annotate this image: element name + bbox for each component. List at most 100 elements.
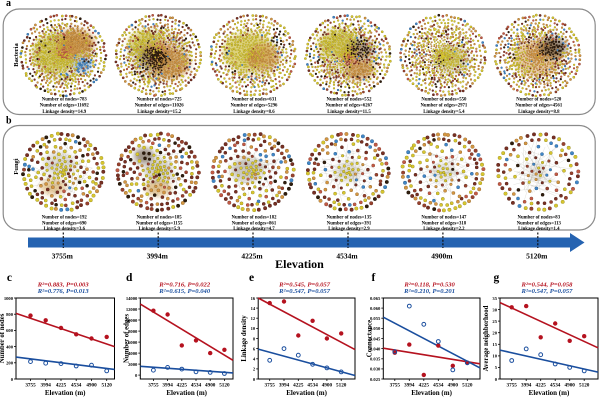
svg-text:b: b bbox=[6, 116, 12, 127]
svg-text:Number of edges=113: Number of edges=113 bbox=[517, 221, 562, 226]
svg-text:Number of nodes=783: Number of nodes=783 bbox=[42, 97, 88, 102]
svg-text:4225: 4225 bbox=[56, 382, 67, 388]
svg-text:10: 10 bbox=[492, 354, 497, 359]
svg-text:10: 10 bbox=[251, 326, 256, 331]
svg-text:4534: 4534 bbox=[191, 382, 202, 388]
svg-text:4900: 4900 bbox=[86, 382, 97, 388]
svg-text:3755: 3755 bbox=[390, 382, 401, 388]
svg-text:Number of edges=391: Number of edges=391 bbox=[327, 221, 372, 226]
svg-text:12000: 12000 bbox=[126, 307, 138, 312]
svg-text:Number of nodes=725: Number of nodes=725 bbox=[137, 97, 183, 102]
svg-text:e: e bbox=[249, 272, 254, 284]
svg-text:0.040: 0.040 bbox=[370, 346, 381, 351]
svg-text:Number of edges=2971: Number of edges=2971 bbox=[420, 104, 467, 109]
svg-text:R²=0.547, P=0.057: R²=0.547, P=0.057 bbox=[278, 288, 331, 295]
svg-text:Elevation (m): Elevation (m) bbox=[45, 389, 86, 397]
svg-text:Number of nodes=192: Number of nodes=192 bbox=[42, 215, 88, 220]
svg-text:Linkage density=2.9: Linkage density=2.9 bbox=[328, 227, 370, 232]
svg-text:0: 0 bbox=[253, 377, 256, 382]
svg-text:4534: 4534 bbox=[433, 382, 444, 388]
svg-text:Fungi: Fungi bbox=[13, 158, 20, 174]
svg-text:5120m: 5120m bbox=[526, 252, 548, 261]
svg-text:a: a bbox=[6, 0, 11, 9]
svg-text:Number of edges=690: Number of edges=690 bbox=[42, 221, 87, 226]
svg-text:3755m: 3755m bbox=[52, 252, 74, 261]
svg-text:Linkage density=5.9: Linkage density=5.9 bbox=[139, 227, 181, 232]
svg-text:Linkage density=1.4: Linkage density=1.4 bbox=[518, 227, 560, 232]
svg-text:3994: 3994 bbox=[41, 382, 52, 388]
svg-text:Number of edges: Number of edges bbox=[123, 314, 130, 363]
svg-text:16: 16 bbox=[251, 296, 256, 301]
svg-text:400: 400 bbox=[6, 344, 14, 349]
svg-text:Number of edges=11026: Number of edges=11026 bbox=[135, 104, 185, 109]
svg-text:Elevation (m): Elevation (m) bbox=[411, 389, 452, 397]
svg-text:3755: 3755 bbox=[265, 382, 276, 388]
svg-text:Average neighborhood: Average neighborhood bbox=[483, 305, 490, 371]
svg-text:5120: 5120 bbox=[336, 382, 347, 388]
svg-text:Linkage density=8.8: Linkage density=8.8 bbox=[518, 110, 560, 115]
svg-text:3755: 3755 bbox=[507, 382, 518, 388]
svg-text:3994m: 3994m bbox=[147, 252, 169, 261]
svg-text:Linkage density=15.2: Linkage density=15.2 bbox=[137, 110, 181, 115]
svg-text:R²=0.118, P=0.530: R²=0.118, P=0.530 bbox=[403, 281, 455, 288]
svg-text:2000: 2000 bbox=[128, 362, 138, 367]
svg-text:10000: 10000 bbox=[126, 318, 138, 323]
svg-text:3994: 3994 bbox=[521, 382, 532, 388]
svg-text:600: 600 bbox=[6, 328, 14, 333]
svg-text:0: 0 bbox=[495, 377, 498, 382]
svg-text:R²=0.716, P=0.022: R²=0.716, P=0.022 bbox=[158, 281, 211, 288]
svg-text:R²=0.544, P=0.058: R²=0.544, P=0.058 bbox=[521, 281, 574, 288]
svg-text:Linkage density=3.6: Linkage density=3.6 bbox=[44, 227, 86, 232]
svg-text:g: g bbox=[494, 272, 500, 284]
svg-text:5120: 5120 bbox=[102, 382, 113, 388]
svg-text:Number of nodes=83: Number of nodes=83 bbox=[517, 215, 560, 220]
svg-text:R²=0.776, P=0.013: R²=0.776, P=0.013 bbox=[37, 288, 90, 295]
svg-text:0.050: 0.050 bbox=[370, 326, 381, 331]
svg-text:Elevation (m): Elevation (m) bbox=[529, 389, 570, 397]
svg-text:0.035: 0.035 bbox=[370, 357, 381, 362]
svg-text:Elevation (m): Elevation (m) bbox=[286, 389, 327, 397]
svg-text:4534: 4534 bbox=[307, 382, 318, 388]
svg-text:Number of edges=5296: Number of edges=5296 bbox=[231, 104, 278, 109]
svg-text:Number of nodes: Number of nodes bbox=[0, 313, 6, 363]
svg-text:4900: 4900 bbox=[322, 382, 333, 388]
svg-text:4225m: 4225m bbox=[241, 252, 263, 261]
svg-text:R²=0.547, P=0.057: R²=0.547, P=0.057 bbox=[521, 288, 574, 295]
svg-text:c: c bbox=[7, 272, 12, 284]
svg-text:4900: 4900 bbox=[565, 382, 576, 388]
svg-text:14000: 14000 bbox=[126, 296, 138, 301]
svg-text:3755: 3755 bbox=[148, 382, 159, 388]
svg-text:30: 30 bbox=[492, 307, 497, 312]
svg-text:4900: 4900 bbox=[448, 382, 459, 388]
svg-text:6000: 6000 bbox=[128, 340, 138, 345]
svg-text:Bacteria: Bacteria bbox=[13, 43, 20, 67]
svg-text:4900m: 4900m bbox=[431, 252, 453, 261]
svg-text:Linkage density: Linkage density bbox=[241, 315, 248, 362]
svg-text:3994: 3994 bbox=[404, 382, 415, 388]
svg-text:200: 200 bbox=[6, 361, 14, 366]
svg-text:4225: 4225 bbox=[293, 382, 304, 388]
svg-text:d: d bbox=[126, 272, 133, 284]
svg-text:5: 5 bbox=[495, 365, 498, 370]
svg-text:8: 8 bbox=[253, 336, 256, 341]
svg-text:Number of nodes=147: Number of nodes=147 bbox=[421, 215, 467, 220]
svg-text:Linkage density=8.6: Linkage density=8.6 bbox=[233, 110, 275, 115]
svg-text:35: 35 bbox=[492, 296, 497, 301]
svg-text:Number of nodes=631: Number of nodes=631 bbox=[231, 97, 277, 102]
svg-text:Linkage density=11.5: Linkage density=11.5 bbox=[327, 110, 371, 115]
svg-text:Number of edges=6267: Number of edges=6267 bbox=[326, 104, 373, 109]
svg-text:Linkage density=2.2: Linkage density=2.2 bbox=[423, 227, 465, 232]
svg-text:R²=0.883, P=0.003: R²=0.883, P=0.003 bbox=[37, 281, 90, 288]
svg-text:5120: 5120 bbox=[462, 382, 473, 388]
svg-text:0: 0 bbox=[135, 373, 138, 378]
svg-text:1000: 1000 bbox=[4, 296, 14, 301]
svg-text:R²=0.545, P=0.057: R²=0.545, P=0.057 bbox=[278, 281, 331, 288]
svg-text:15: 15 bbox=[492, 342, 497, 347]
svg-text:4225: 4225 bbox=[177, 382, 188, 388]
svg-text:4534: 4534 bbox=[550, 382, 561, 388]
svg-text:f: f bbox=[372, 272, 376, 284]
svg-text:Number of edges=11692: Number of edges=11692 bbox=[40, 104, 90, 109]
svg-text:Number of edges=861: Number of edges=861 bbox=[232, 221, 277, 226]
svg-text:R²=0.210, P=0.201: R²=0.210, P=0.201 bbox=[403, 288, 455, 295]
svg-text:14: 14 bbox=[251, 306, 256, 311]
